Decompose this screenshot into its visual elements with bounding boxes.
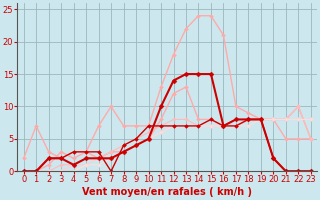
X-axis label: Vent moyen/en rafales ( km/h ): Vent moyen/en rafales ( km/h ) <box>82 187 252 197</box>
